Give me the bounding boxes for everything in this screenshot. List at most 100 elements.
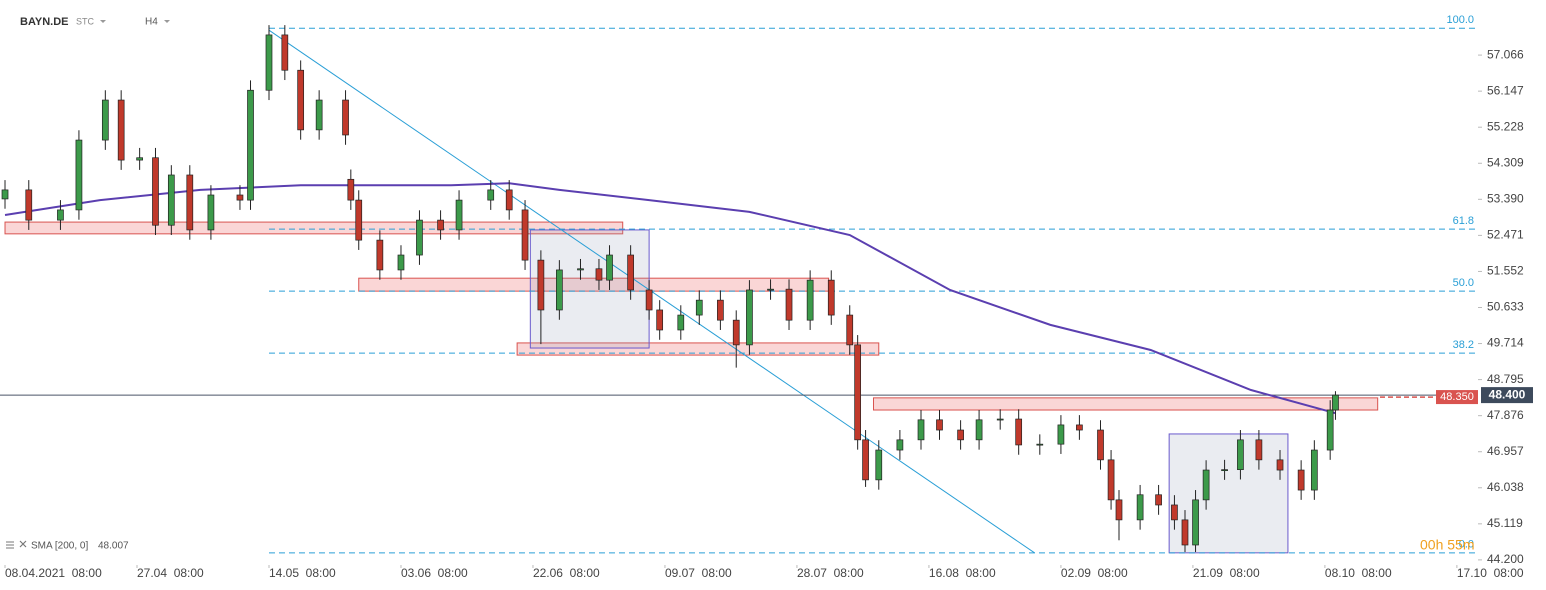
- range-box: [1168, 433, 1289, 554]
- fib-label: 38.2: [1453, 339, 1474, 351]
- candle-body: [1057, 424, 1065, 445]
- candle-body: [717, 299, 724, 321]
- candle-body: [521, 209, 529, 261]
- candle-body: [677, 314, 685, 331]
- fib-label: 100.0: [1446, 14, 1474, 26]
- candle-body: [732, 319, 740, 346]
- candle-body: [1115, 499, 1123, 521]
- candle-body: [167, 174, 175, 226]
- candle-body: [785, 288, 793, 321]
- y-tick-label: 48.795: [1487, 372, 1524, 386]
- candle-body: [315, 99, 323, 131]
- candle-body: [846, 314, 854, 346]
- candle-body: [767, 288, 774, 291]
- candle-body: [996, 418, 1004, 421]
- fib-label: 0.0: [1459, 539, 1474, 551]
- candle-body: [577, 268, 584, 271]
- y-tick-label: 46.957: [1487, 444, 1524, 458]
- candle-body: [656, 309, 664, 331]
- x-tick-label: 02.09 08:00: [1061, 566, 1128, 580]
- x-tick-label: 08.10 08:00: [1325, 566, 1392, 580]
- bid-label-bg: [1436, 390, 1478, 405]
- dropdown-caret[interactable]: [100, 20, 106, 23]
- y-tick-label: 45.119: [1487, 516, 1523, 530]
- price-type[interactable]: STC: [76, 16, 95, 26]
- candle-body: [75, 139, 83, 211]
- y-tick-label: 50.633: [1487, 300, 1524, 314]
- x-tick-label: 21.09 08:00: [1193, 566, 1260, 580]
- candle-body: [1276, 459, 1284, 471]
- last-label: 48.400: [1489, 387, 1526, 401]
- x-tick-label: 03.06 08:00: [401, 566, 468, 580]
- candle-body: [397, 254, 405, 271]
- candle-body: [1097, 429, 1104, 461]
- candle-body: [695, 299, 703, 316]
- candle-body: [247, 89, 254, 201]
- y-tick-label: 46.038: [1487, 480, 1524, 494]
- candle-body: [1, 189, 9, 200]
- dropdown-caret[interactable]: [164, 20, 170, 23]
- candle-body: [416, 219, 423, 256]
- x-tick-label: 22.06 08:00: [533, 566, 600, 580]
- candle-body: [455, 199, 463, 231]
- y-tick-label: 56.147: [1487, 83, 1524, 97]
- candle-body: [875, 449, 883, 481]
- candle-body: [1015, 418, 1023, 446]
- fib-label: 61.8: [1453, 215, 1474, 227]
- candle-body: [854, 344, 862, 441]
- candle-body: [975, 419, 983, 441]
- candle-body: [487, 189, 495, 201]
- resistance-zone: [872, 397, 1379, 411]
- x-tick-label: 27.04 08:00: [137, 566, 204, 580]
- fib-label: 50.0: [1453, 277, 1474, 289]
- last-label-bg: [1481, 387, 1533, 404]
- candle-body: [1107, 459, 1115, 501]
- resistance-zone: [4, 221, 624, 235]
- candle-body: [1297, 469, 1305, 491]
- candle-body: [136, 157, 143, 161]
- candle-body: [117, 99, 125, 161]
- y-tick-label: 55.228: [1487, 119, 1524, 133]
- candle-body: [342, 99, 349, 136]
- candle-body: [1181, 519, 1189, 546]
- candle-body: [1310, 449, 1318, 491]
- y-tick-label: 54.309: [1487, 155, 1524, 169]
- y-tick-label: 47.876: [1487, 408, 1524, 422]
- candle-body: [1136, 494, 1144, 521]
- candle-body: [1237, 439, 1244, 471]
- candle-body: [57, 209, 64, 221]
- y-tick-label: 44.200: [1487, 552, 1524, 566]
- candle-body: [297, 69, 305, 131]
- candle-body: [556, 269, 563, 311]
- x-tick-label: 16.08 08:00: [929, 566, 996, 580]
- timeframe[interactable]: H4: [145, 17, 158, 28]
- indicator-icons[interactable]: [6, 540, 27, 549]
- candle-body: [1155, 494, 1162, 506]
- candle-body: [25, 189, 33, 221]
- sma-value: 48.007: [98, 541, 129, 552]
- candle-body: [355, 199, 363, 241]
- candle-body: [606, 254, 613, 281]
- candle-body: [827, 279, 835, 316]
- candle-body: [806, 279, 814, 321]
- candle-body: [1192, 499, 1199, 546]
- symbol[interactable]: BAYN.DE: [20, 16, 69, 28]
- x-tick-label: 09.07 08:00: [665, 566, 732, 580]
- candle-body: [957, 429, 964, 441]
- candle-body: [627, 254, 634, 291]
- x-tick-label: 08.04.2021 08:00: [5, 566, 102, 580]
- candle-body: [265, 34, 273, 91]
- x-tick-label: 17.10 08:00: [1457, 566, 1524, 580]
- candle-body: [917, 419, 925, 441]
- candle-body: [437, 219, 444, 231]
- y-tick-label: 49.714: [1487, 336, 1524, 350]
- candle-body: [936, 419, 943, 431]
- candle-body: [1036, 443, 1044, 446]
- y-tick-label: 52.471: [1487, 228, 1524, 242]
- candle-body: [1076, 424, 1083, 431]
- candle-body: [746, 289, 753, 346]
- y-tick-label: 53.390: [1487, 191, 1524, 205]
- candle-body: [236, 194, 244, 201]
